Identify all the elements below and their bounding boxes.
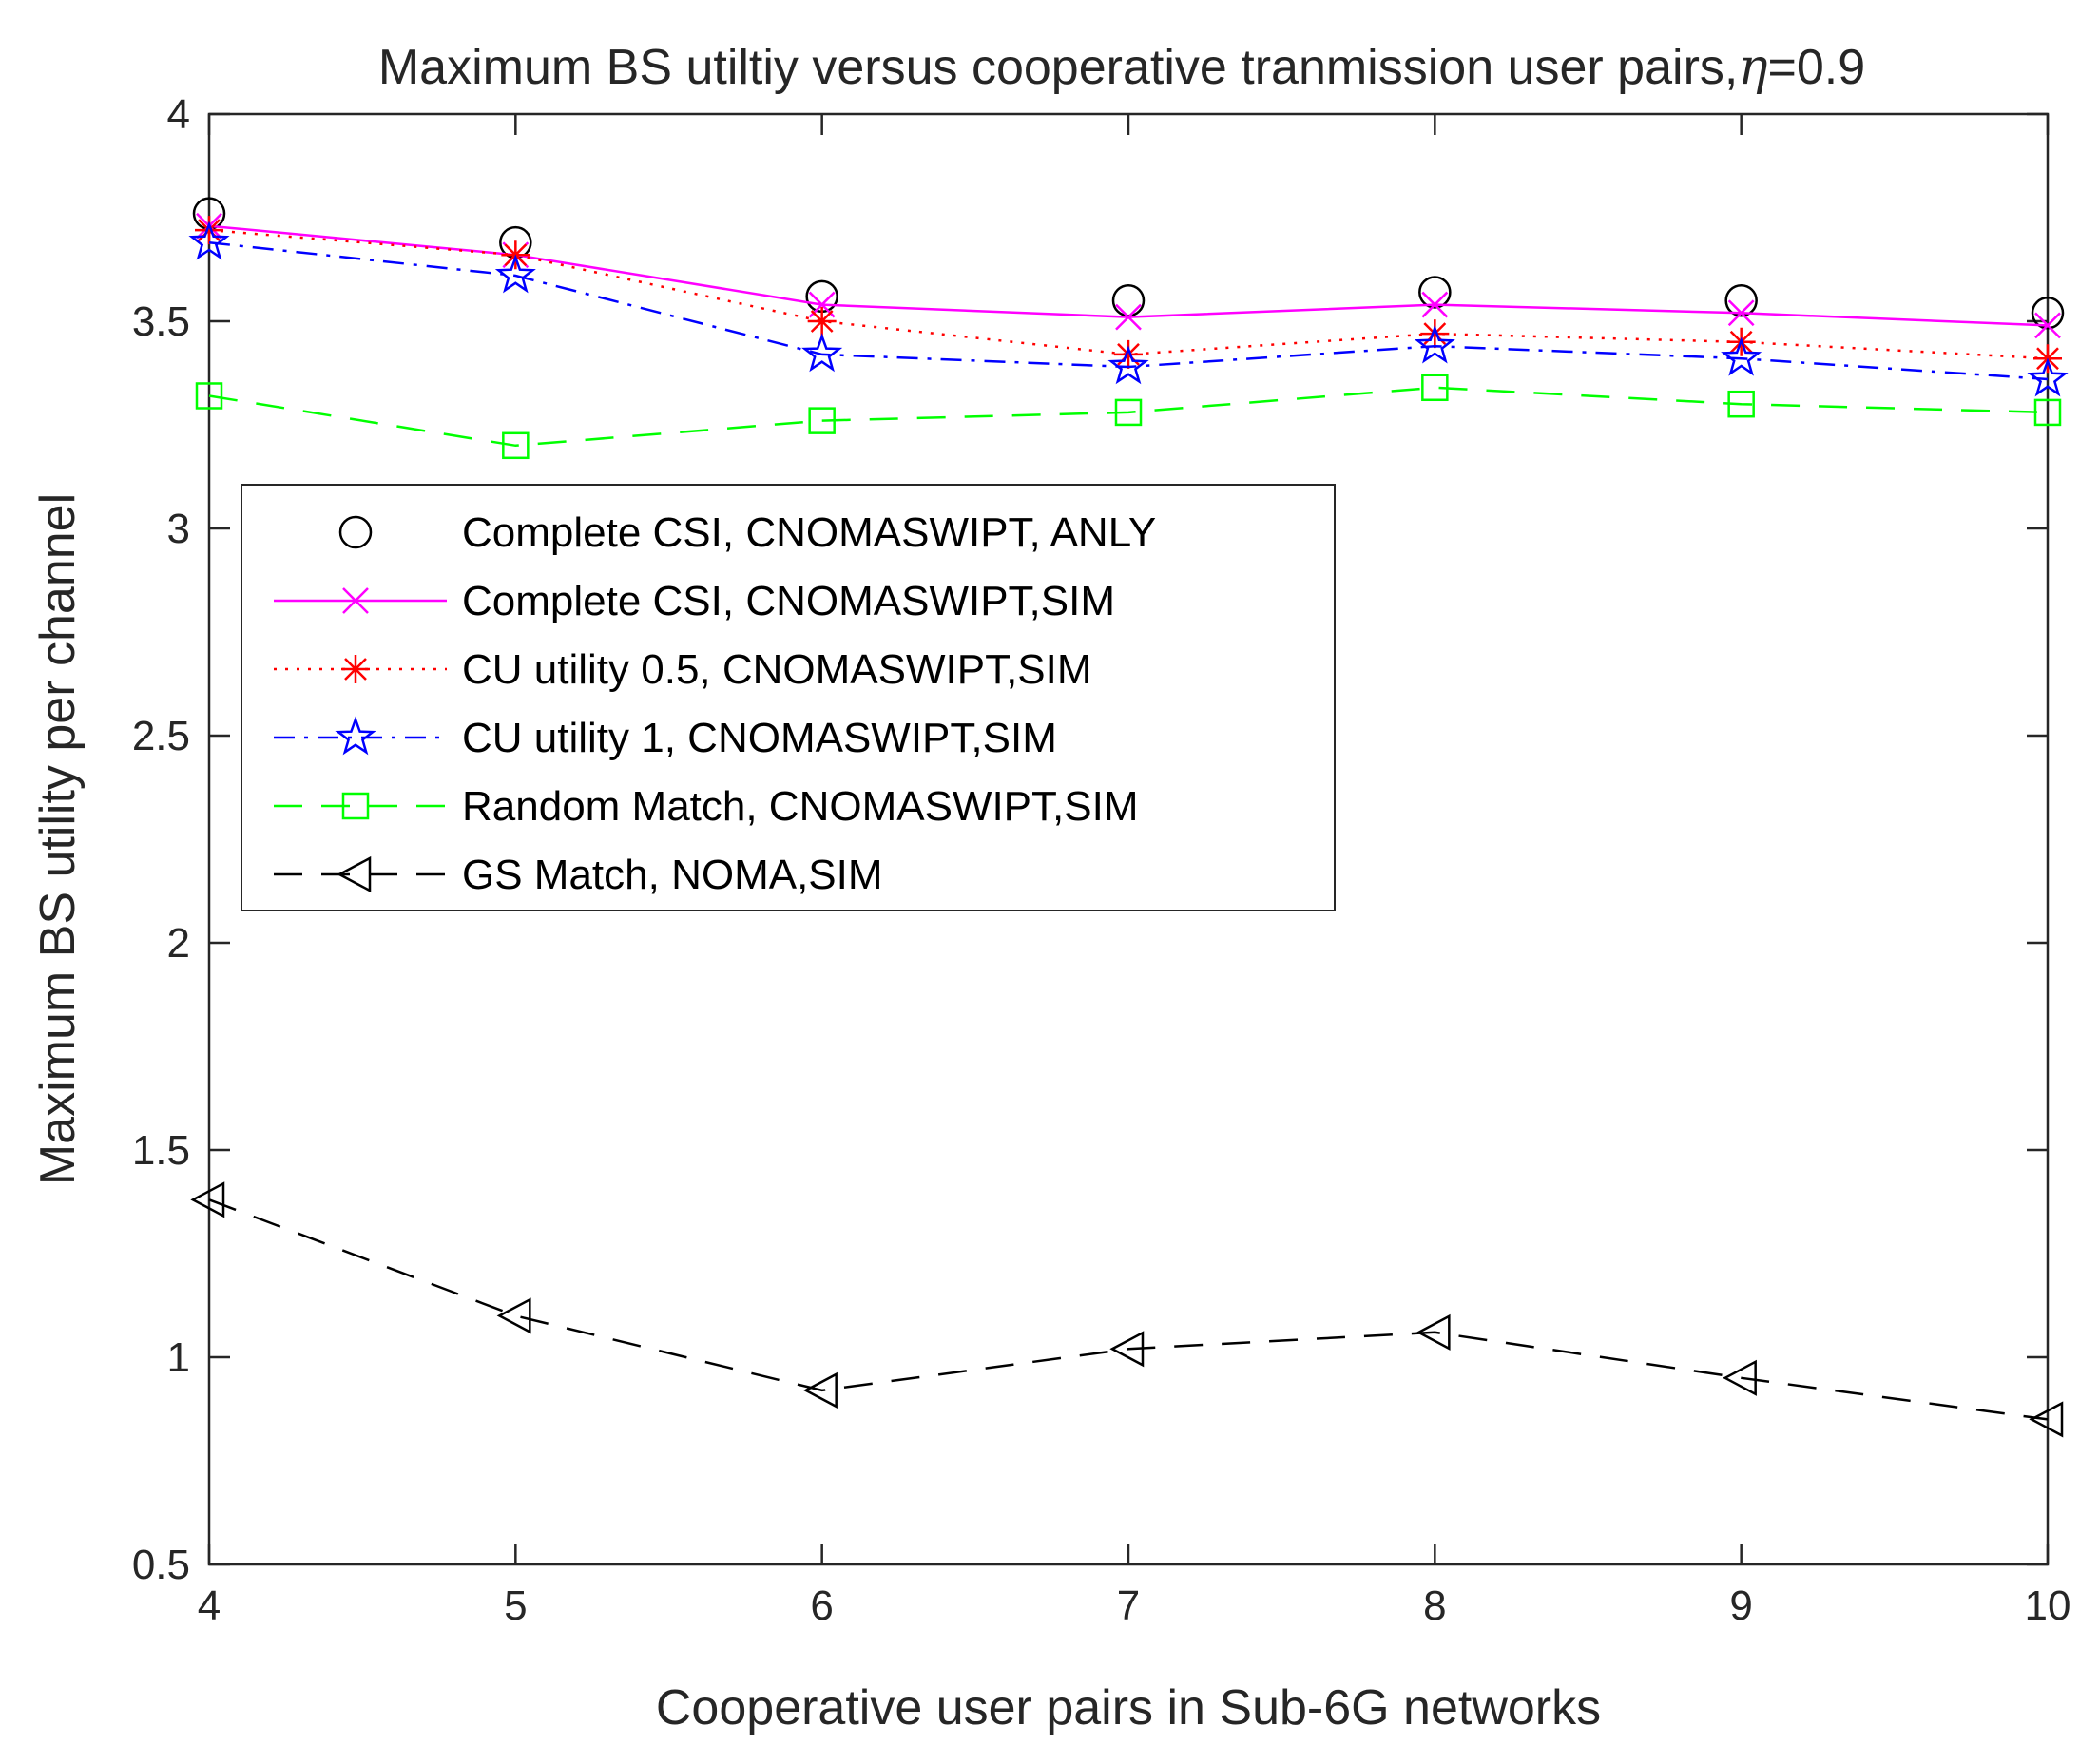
y-tick-label: 0.5 <box>132 1542 190 1588</box>
y-tick-label: 3.5 <box>132 298 190 345</box>
data-point <box>1114 398 1143 427</box>
data-point <box>1723 1359 1757 1396</box>
data-point <box>496 1297 531 1334</box>
x-tick-label: 8 <box>1423 1582 1446 1629</box>
data-point <box>2031 297 2065 330</box>
y-tick-label: 3 <box>167 506 190 552</box>
series-layer <box>188 197 2069 1438</box>
legend-item: Complete CSI, CNOMASWIPT,SIM <box>274 578 1115 624</box>
y-tick-label: 2.5 <box>132 713 190 759</box>
data-point <box>1114 339 1143 369</box>
data-point <box>807 307 837 336</box>
legend-marker <box>338 515 373 549</box>
x-tick-label: 5 <box>504 1582 527 1629</box>
legend-marker <box>342 587 369 614</box>
y-tick-label: 1.5 <box>132 1127 190 1174</box>
legend-label: Complete CSI, CNOMASWIPT,SIM <box>462 578 1115 624</box>
y-tick-label: 2 <box>167 920 190 967</box>
legend-label: CU utility 0.5, CNOMASWIPT,SIM <box>462 646 1092 693</box>
data-point <box>2033 398 2062 427</box>
x-tick-label: 9 <box>1729 1582 1752 1629</box>
data-point <box>1414 324 1455 364</box>
series-line <box>208 386 2049 448</box>
data-point <box>195 216 223 245</box>
legend-item: Random Match, CNOMASWIPT,SIM <box>274 783 1138 830</box>
y-tick-label: 1 <box>167 1334 190 1381</box>
title-eta-symbol: η <box>1738 39 1767 96</box>
x-tick-label: 7 <box>1117 1582 1140 1629</box>
data-point <box>1724 283 1758 317</box>
x-tick-label: 6 <box>810 1582 833 1629</box>
legend-label: Complete CSI, CNOMASWIPT, ANLY <box>462 509 1156 556</box>
x-axis: 4 5 6 7 8 9 10 <box>198 114 2071 1629</box>
legend-marker <box>335 716 376 756</box>
data-point <box>1421 291 1449 318</box>
chart-title: Maximum BS utiltiy versus cooperative tr… <box>378 39 1865 96</box>
y-axis-title: Maximum BS utility per channel <box>30 493 86 1185</box>
data-point <box>1418 276 1452 309</box>
data-point <box>188 220 230 260</box>
legend-item: Complete CSI, CNOMASWIPT, ANLY <box>338 509 1156 556</box>
series-line <box>208 1198 2049 1421</box>
data-point <box>1115 303 1142 331</box>
data-point <box>1420 319 1450 349</box>
legend-marker <box>341 792 370 820</box>
data-point <box>808 407 836 434</box>
data-point <box>190 1181 225 1218</box>
x-tick-label: 10 <box>2025 1582 2071 1629</box>
legend-marker <box>341 655 370 683</box>
series-4 <box>188 220 2069 397</box>
data-point <box>1415 1313 1451 1351</box>
data-point <box>801 333 843 373</box>
y-axis: 0.5 1 1.5 2 2.5 3 3.5 4 <box>132 91 2048 1588</box>
legend: Complete CSI, CNOMASWIPT, ANLY Complete C… <box>241 484 1336 911</box>
data-point <box>1721 336 1762 376</box>
data-point <box>1109 1331 1145 1368</box>
series-6 <box>190 1181 2064 1438</box>
data-point <box>1727 390 1755 418</box>
y-tick-label: 4 <box>167 91 190 138</box>
legend-marker <box>337 855 372 893</box>
data-point <box>803 1371 838 1409</box>
legend-item: CU utility 0.5, CNOMASWIPT,SIM <box>274 646 1092 693</box>
data-point <box>195 382 223 410</box>
data-point <box>1421 374 1449 402</box>
legend-label: GS Match, NOMA,SIM <box>462 852 883 898</box>
legend-label: CU utility 1, CNOMASWIPT,SIM <box>462 715 1057 761</box>
data-point <box>494 254 536 294</box>
data-point <box>2027 357 2069 397</box>
legend-label: Random Match, CNOMASWIPT,SIM <box>462 783 1138 830</box>
data-point <box>1107 345 1149 385</box>
data-point <box>2034 312 2061 339</box>
data-point <box>1727 299 1755 327</box>
series-5 <box>195 374 2062 460</box>
data-point <box>2029 1401 2064 1438</box>
series-line <box>208 240 2049 381</box>
x-axis-title: Cooperative user pairs in Sub-6G network… <box>656 1680 1601 1735</box>
x-tick-label: 4 <box>198 1582 221 1629</box>
data-point <box>502 431 530 460</box>
legend-item: CU utility 1, CNOMASWIPT,SIM <box>274 715 1057 761</box>
legend-box <box>241 484 1336 911</box>
legend-item: GS Match, NOMA,SIM <box>274 852 883 898</box>
